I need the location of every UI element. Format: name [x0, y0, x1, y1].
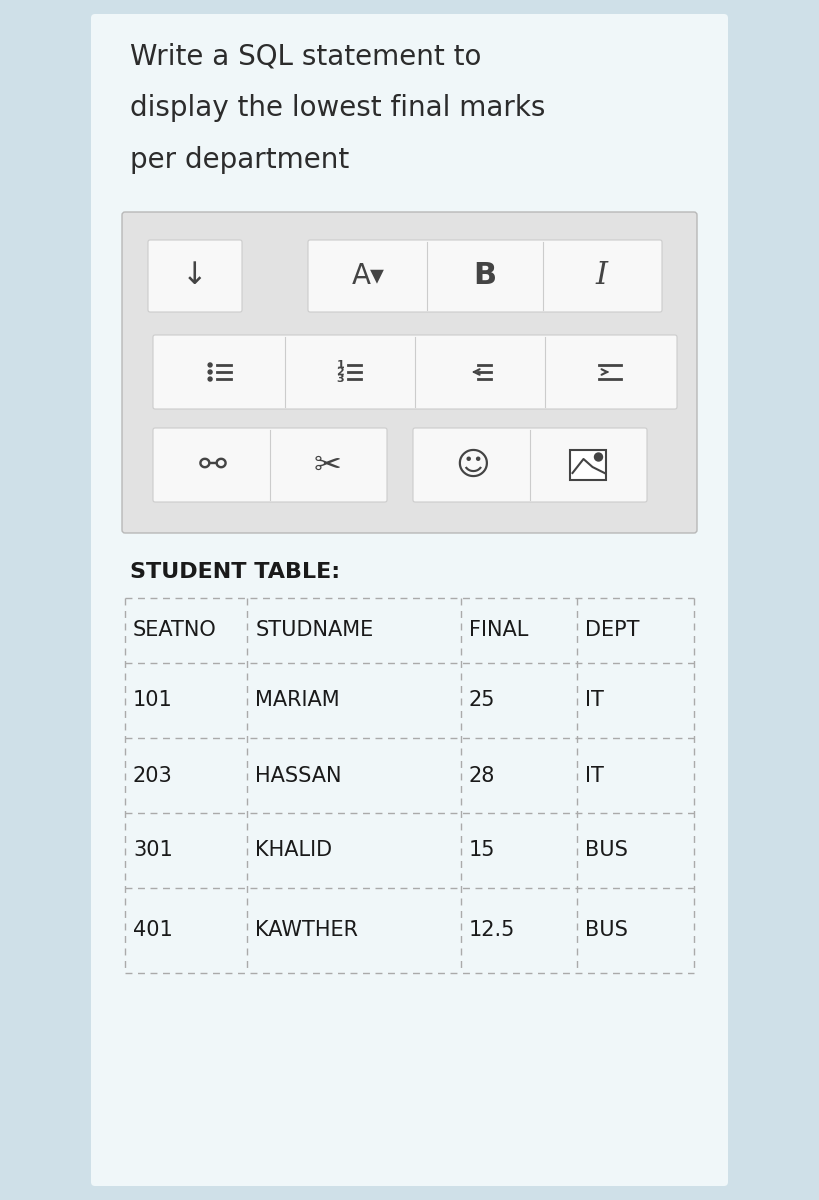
- FancyBboxPatch shape: [148, 240, 242, 312]
- Text: ⚯: ⚯: [198, 449, 227, 481]
- Text: 301: 301: [133, 840, 173, 860]
- Text: MARIAM: MARIAM: [256, 690, 340, 710]
- FancyBboxPatch shape: [122, 212, 697, 533]
- Circle shape: [208, 362, 212, 367]
- Text: 15: 15: [468, 840, 495, 860]
- FancyBboxPatch shape: [308, 240, 662, 312]
- Text: ✂: ✂: [314, 449, 342, 481]
- Text: DEPT: DEPT: [586, 620, 640, 641]
- FancyBboxPatch shape: [153, 335, 677, 409]
- FancyBboxPatch shape: [153, 428, 387, 502]
- Text: I: I: [595, 260, 608, 292]
- Text: KAWTHER: KAWTHER: [256, 920, 359, 941]
- Text: 28: 28: [468, 766, 495, 786]
- Text: 1: 1: [337, 360, 344, 370]
- Text: 3: 3: [337, 374, 344, 384]
- Text: IT: IT: [586, 690, 604, 710]
- Text: per department: per department: [130, 146, 349, 174]
- Text: FINAL: FINAL: [468, 620, 528, 641]
- Text: 12.5: 12.5: [468, 920, 515, 941]
- Text: ☺: ☺: [455, 449, 490, 481]
- Circle shape: [595, 452, 603, 461]
- Text: ↓: ↓: [183, 262, 208, 290]
- Text: A▾: A▾: [352, 262, 385, 290]
- Text: 203: 203: [133, 766, 173, 786]
- Text: IT: IT: [586, 766, 604, 786]
- Text: Write a SQL statement to: Write a SQL statement to: [130, 42, 482, 70]
- Text: SEATNO: SEATNO: [133, 620, 217, 641]
- Circle shape: [208, 377, 212, 382]
- Text: display the lowest final marks: display the lowest final marks: [130, 94, 545, 122]
- FancyBboxPatch shape: [569, 450, 605, 480]
- Text: 401: 401: [133, 920, 173, 941]
- Text: STUDENT TABLE:: STUDENT TABLE:: [130, 562, 340, 582]
- Text: 2: 2: [337, 367, 344, 377]
- Text: KHALID: KHALID: [256, 840, 333, 860]
- Circle shape: [208, 370, 212, 374]
- Text: STUDNAME: STUDNAME: [256, 620, 373, 641]
- Text: HASSAN: HASSAN: [256, 766, 342, 786]
- FancyBboxPatch shape: [91, 14, 728, 1186]
- Text: 101: 101: [133, 690, 173, 710]
- Text: 25: 25: [468, 690, 495, 710]
- Text: B: B: [473, 262, 496, 290]
- Text: BUS: BUS: [586, 840, 628, 860]
- Text: BUS: BUS: [586, 920, 628, 941]
- FancyBboxPatch shape: [413, 428, 647, 502]
